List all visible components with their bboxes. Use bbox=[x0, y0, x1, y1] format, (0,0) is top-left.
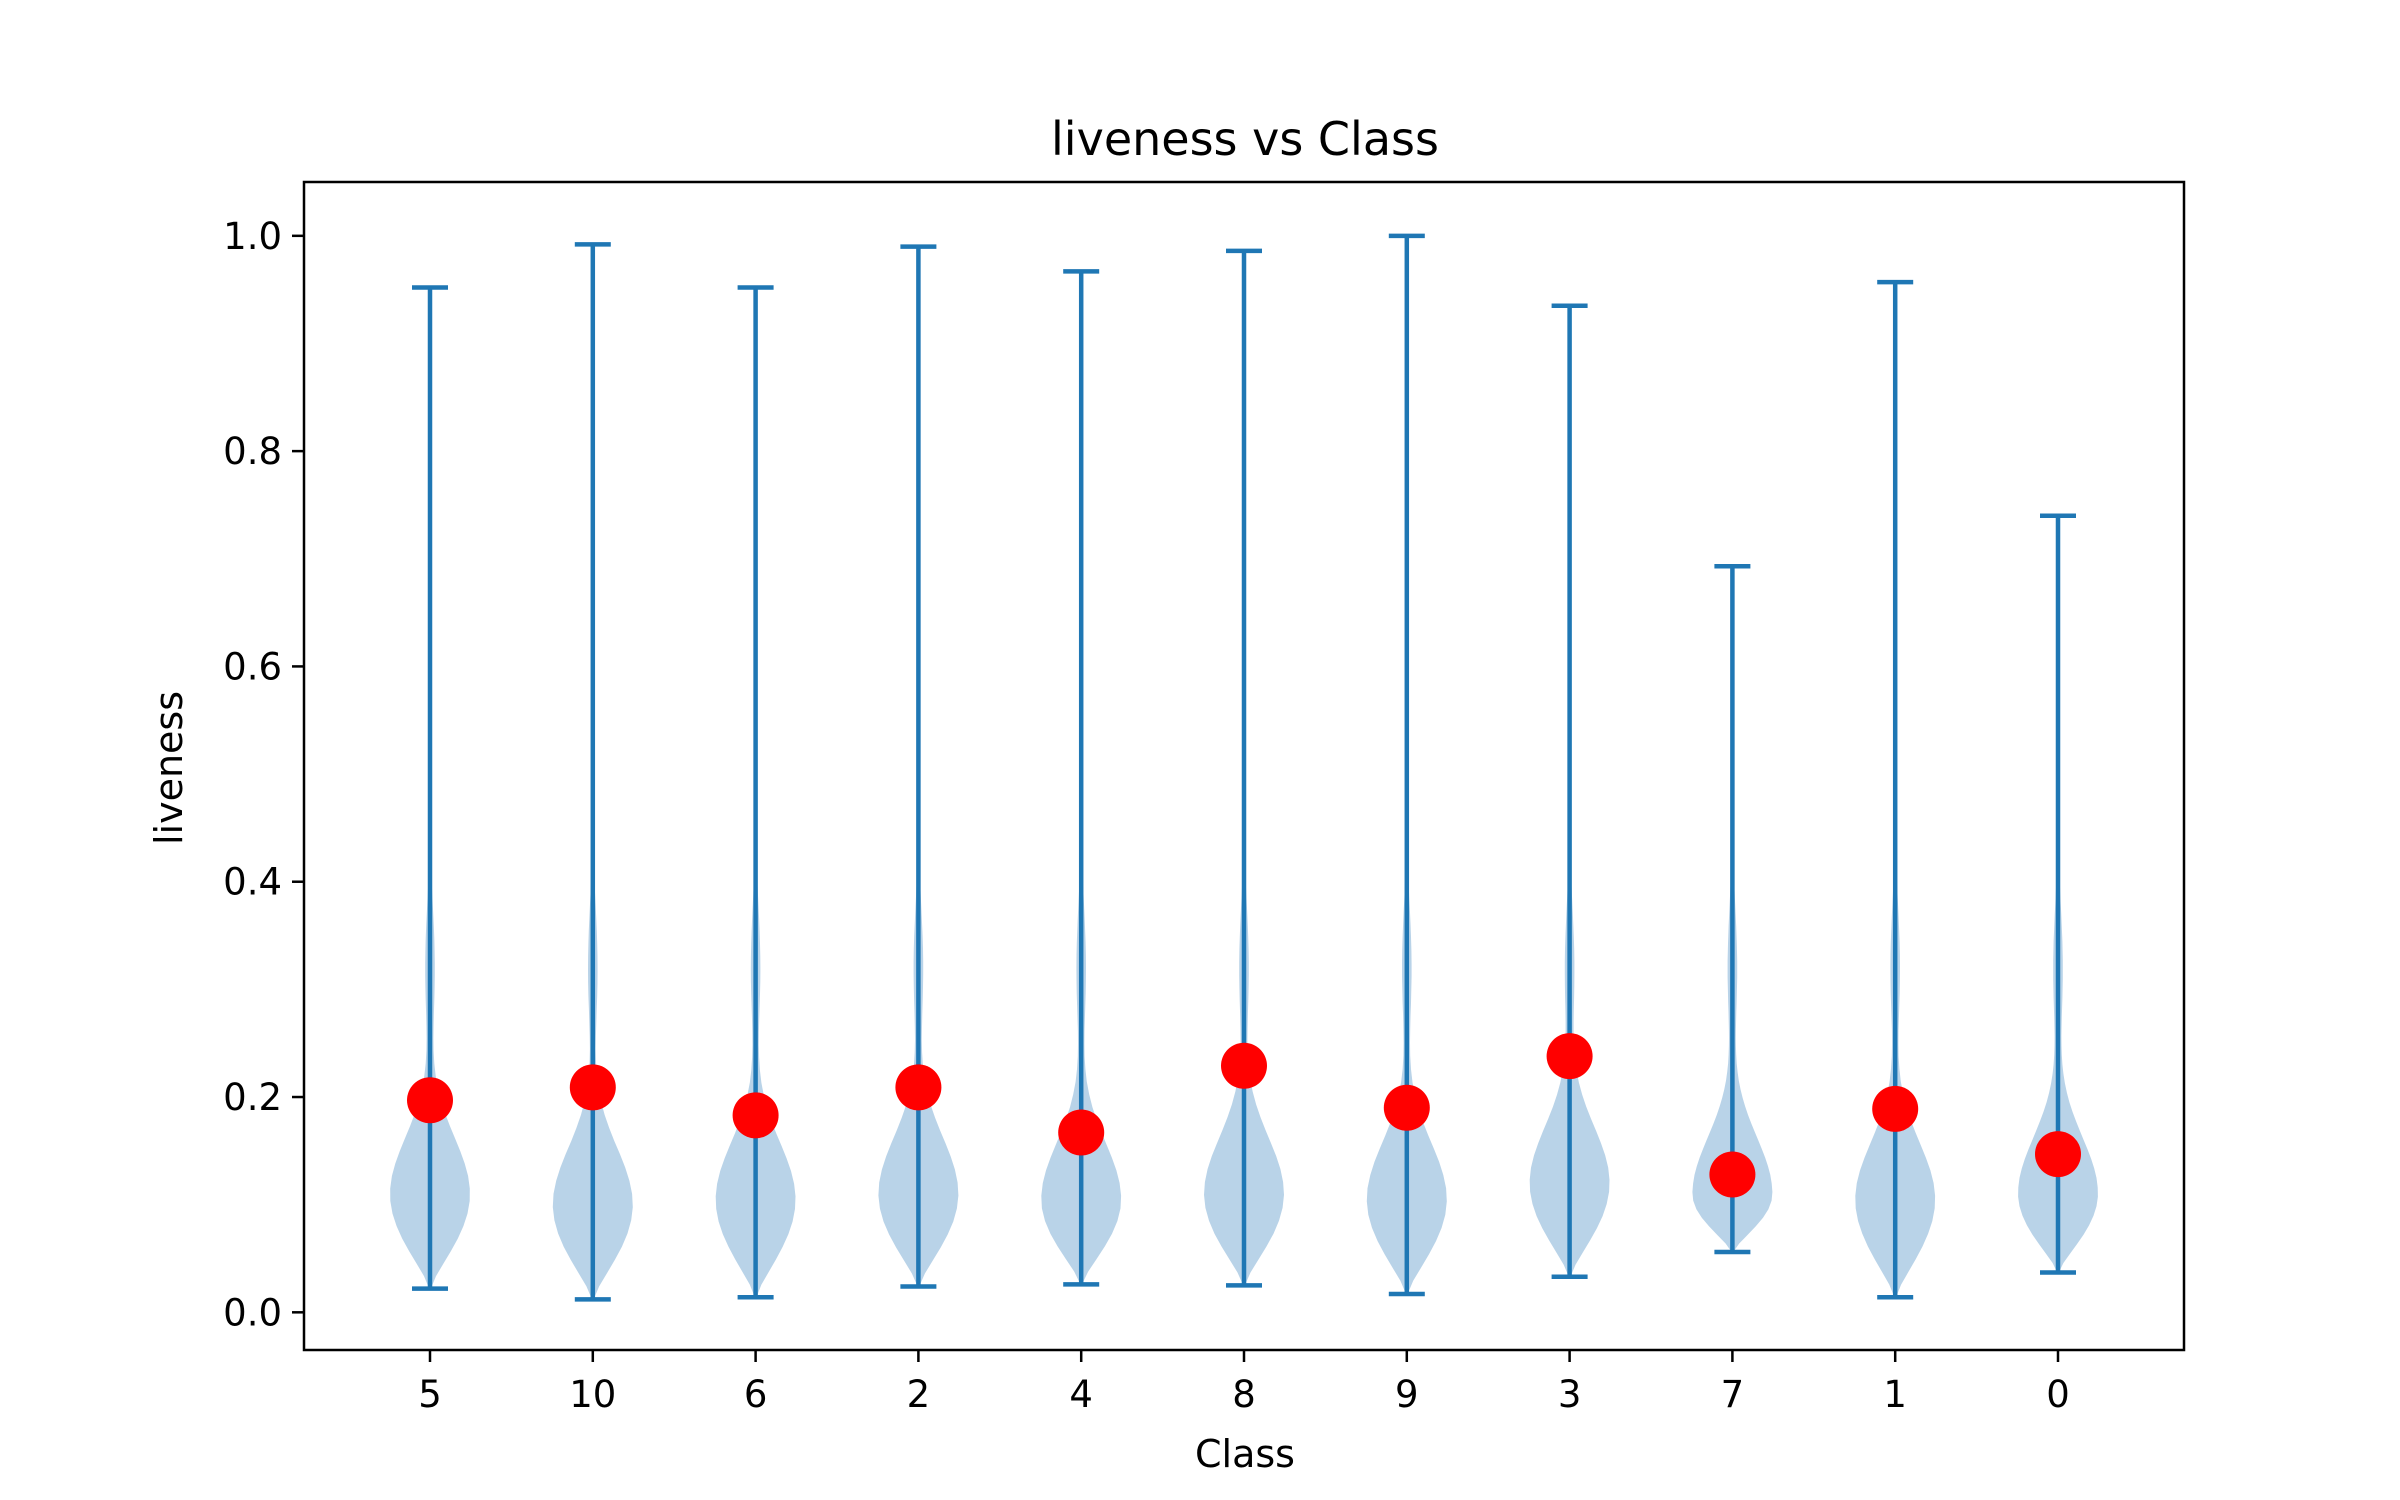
x-tick-label: 6 bbox=[744, 1373, 768, 1416]
mean-marker bbox=[1546, 1033, 1593, 1080]
x-tick-label: 0 bbox=[2046, 1373, 2070, 1416]
mean-marker bbox=[1709, 1151, 1756, 1198]
chart-title: liveness vs Class bbox=[1051, 112, 1439, 166]
y-tick-label: 1.0 bbox=[223, 215, 282, 258]
x-tick-label: 8 bbox=[1232, 1373, 1256, 1416]
y-axis-label: liveness bbox=[147, 691, 191, 845]
mean-marker-layer bbox=[407, 1033, 2081, 1198]
mean-marker bbox=[1383, 1084, 1430, 1131]
mean-marker bbox=[407, 1077, 453, 1124]
mean-marker bbox=[1221, 1042, 1267, 1089]
y-axis: 0.0 0.2 0.4 0.6 0.8 1.0 bbox=[223, 215, 304, 1334]
y-tick-label: 0.6 bbox=[223, 645, 282, 688]
mean-marker bbox=[569, 1064, 616, 1111]
mean-marker bbox=[732, 1092, 779, 1139]
x-tick-label: 1 bbox=[1883, 1373, 1907, 1416]
x-tick-label: 10 bbox=[569, 1373, 616, 1416]
y-tick-label: 0.0 bbox=[223, 1291, 282, 1334]
whisker-layer bbox=[412, 233, 2076, 1302]
y-tick-label: 0.8 bbox=[223, 430, 282, 473]
y-tick-label: 0.4 bbox=[223, 861, 282, 904]
x-tick-label: 5 bbox=[418, 1373, 442, 1416]
x-tick-label: 2 bbox=[907, 1373, 931, 1416]
x-tick-label: 7 bbox=[1721, 1373, 1745, 1416]
mean-marker bbox=[1872, 1085, 1919, 1132]
x-tick-label: 9 bbox=[1395, 1373, 1419, 1416]
y-tick-label: 0.2 bbox=[223, 1076, 282, 1119]
x-tick-label: 3 bbox=[1558, 1373, 1582, 1416]
x-tick-label: 4 bbox=[1069, 1373, 1093, 1416]
x-axis: 5 10 6 2 4 8 9 3 7 1 0 bbox=[418, 1350, 2070, 1416]
mean-marker bbox=[895, 1064, 942, 1111]
mean-marker bbox=[2035, 1131, 2081, 1178]
x-axis-label: Class bbox=[1195, 1432, 1295, 1476]
mean-marker bbox=[1058, 1109, 1105, 1156]
